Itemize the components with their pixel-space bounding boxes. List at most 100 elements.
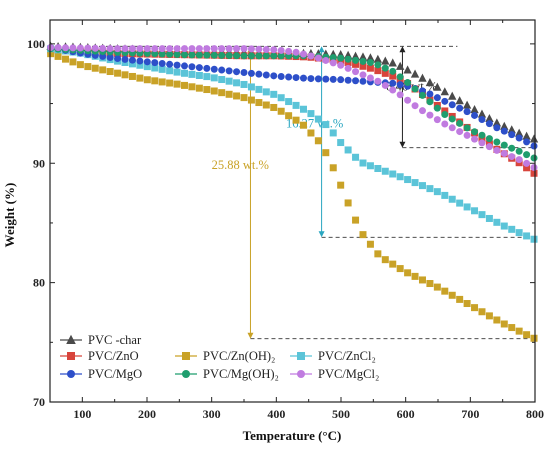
data-point <box>262 101 270 109</box>
data-point <box>448 124 456 132</box>
data-point <box>203 45 211 53</box>
data-point <box>426 98 434 106</box>
data-point <box>500 121 509 130</box>
data-point <box>128 56 136 64</box>
data-point <box>143 45 151 53</box>
legend-label: PVC/MgO <box>88 367 142 381</box>
data-point <box>195 64 203 72</box>
data-point <box>203 73 211 81</box>
data-point <box>396 173 404 181</box>
data-point <box>448 195 456 203</box>
legend-marker <box>297 352 305 360</box>
data-point <box>166 67 174 75</box>
data-point <box>396 91 404 99</box>
x-tick-label: 400 <box>267 407 285 421</box>
data-point <box>508 144 516 152</box>
data-point <box>225 45 233 53</box>
data-point <box>433 82 442 91</box>
data-point <box>485 113 494 123</box>
data-point <box>247 52 255 60</box>
data-point <box>470 105 479 114</box>
data-point <box>508 131 516 139</box>
data-point <box>404 176 412 184</box>
data-point <box>277 94 285 102</box>
data-point <box>121 45 129 53</box>
data-point <box>373 54 383 63</box>
data-point <box>240 69 248 77</box>
data-point <box>270 90 278 98</box>
data-point <box>463 131 471 139</box>
data-point <box>396 265 404 273</box>
data-point <box>462 100 472 109</box>
data-point <box>173 68 181 76</box>
data-point <box>203 86 211 94</box>
data-point <box>181 51 189 59</box>
data-point <box>106 68 114 76</box>
data-point <box>255 99 263 107</box>
data-point <box>441 287 449 295</box>
data-point <box>389 72 397 80</box>
data-point <box>448 291 456 299</box>
data-point <box>404 96 412 104</box>
data-point <box>225 67 233 75</box>
data-point <box>62 44 70 52</box>
data-point <box>262 88 270 96</box>
annotation-layer: 8.46 wt.%16.27 wt.%25.88 wt.% <box>50 45 535 340</box>
data-point <box>418 73 427 82</box>
data-point <box>225 77 233 85</box>
data-point <box>91 44 99 52</box>
data-point <box>225 52 233 60</box>
data-point <box>218 89 226 97</box>
data-point <box>411 272 419 280</box>
data-point <box>441 107 449 115</box>
data-point <box>456 104 464 112</box>
y-tick-label: 100 <box>27 37 45 51</box>
data-point <box>352 60 360 68</box>
data-point <box>493 124 501 132</box>
data-point <box>418 182 426 190</box>
data-point <box>508 324 516 332</box>
data-point <box>210 65 218 73</box>
data-point <box>344 64 352 72</box>
data-point <box>143 63 151 71</box>
data-point <box>500 222 508 230</box>
data-point <box>507 125 516 134</box>
data-point <box>530 334 538 342</box>
legend-marker <box>297 370 305 378</box>
data-point <box>433 104 441 112</box>
data-point <box>292 101 300 109</box>
data-point <box>299 74 307 82</box>
data-point <box>418 276 426 284</box>
data-point <box>337 61 345 69</box>
data-point <box>374 165 382 173</box>
data-point <box>514 128 524 137</box>
data-point <box>395 61 405 70</box>
data-point <box>426 185 434 193</box>
data-point <box>299 50 307 58</box>
data-point <box>500 141 508 149</box>
data-point <box>396 73 404 81</box>
arrow-head-down <box>318 231 325 238</box>
data-point <box>173 45 181 53</box>
data-point <box>307 110 315 118</box>
data-point <box>240 45 248 53</box>
arrow-head-up <box>399 46 406 53</box>
data-point <box>381 256 389 264</box>
data-point <box>456 128 464 136</box>
data-point <box>240 52 248 60</box>
data-point <box>515 134 523 142</box>
data-point <box>493 146 501 154</box>
data-point <box>515 156 523 164</box>
data-point <box>158 78 166 86</box>
data-point <box>143 58 151 66</box>
data-point <box>151 77 159 85</box>
data-point <box>218 66 226 74</box>
data-point <box>314 75 322 83</box>
legend-item-pvc-zno: PVC/ZnO <box>60 349 139 363</box>
legend-item-pvc-mgcl: PVC/MgCl₂ <box>290 367 379 381</box>
data-point <box>403 65 412 74</box>
legend-marker <box>182 370 190 378</box>
data-point <box>366 53 375 62</box>
data-point <box>352 216 360 224</box>
data-point <box>411 85 419 93</box>
